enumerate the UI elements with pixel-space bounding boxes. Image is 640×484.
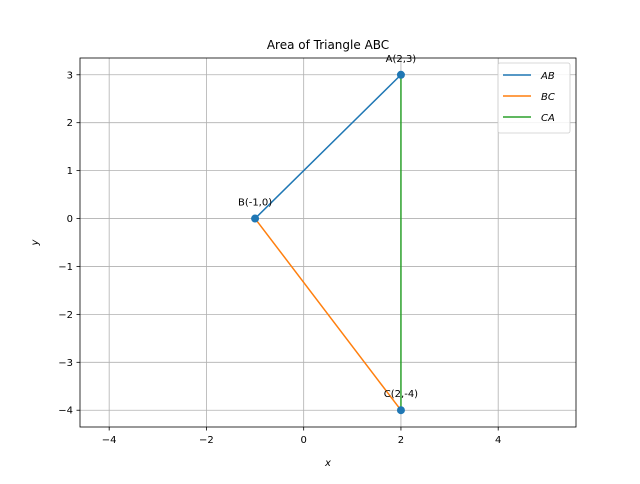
- axis-ticks: −4 −2 0 2 4 −4 −3 −2 −1 0 1 2 3: [58, 70, 501, 446]
- y-tick-label: 0: [67, 214, 73, 225]
- y-tick-label: −4: [58, 406, 73, 417]
- x-axis-label: x: [324, 458, 331, 469]
- data-point: [396, 70, 405, 79]
- data-point: [251, 214, 260, 223]
- series-line-bc: [254, 218, 402, 411]
- y-tick-label: 3: [67, 70, 73, 81]
- x-tick-label: −2: [199, 435, 214, 446]
- y-tick-label: −2: [58, 310, 73, 321]
- series-line-ab: [254, 74, 402, 220]
- x-tick-label: 0: [300, 435, 306, 446]
- data-points: [251, 70, 405, 415]
- legend-label: CA: [541, 113, 555, 124]
- legend-label: BC: [541, 92, 555, 103]
- legend: AB BC CA: [497, 62, 571, 134]
- x-tick-label: 4: [495, 435, 501, 446]
- y-tick-label: 2: [67, 118, 73, 129]
- series-lines: [254, 74, 402, 411]
- chart-title: Area of Triangle ABC: [267, 38, 389, 52]
- legend-label: AB: [540, 71, 555, 82]
- data-point: [396, 406, 405, 415]
- point-annotations: A(2,3) B(-1,0) C(2,-4): [238, 54, 418, 400]
- legend-box: [497, 62, 571, 134]
- y-axis-label: y: [30, 238, 41, 246]
- grid: [80, 58, 576, 427]
- y-tick-label: 1: [67, 166, 73, 177]
- x-tick-label: 2: [398, 435, 404, 446]
- plot-frame: [79, 57, 577, 428]
- y-tick-label: −3: [58, 358, 73, 369]
- y-tick-label: −1: [58, 262, 73, 273]
- point-label: A(2,3): [386, 54, 417, 65]
- point-label: B(-1,0): [238, 198, 272, 209]
- point-label: C(2,-4): [384, 389, 418, 400]
- x-tick-label: −4: [102, 435, 117, 446]
